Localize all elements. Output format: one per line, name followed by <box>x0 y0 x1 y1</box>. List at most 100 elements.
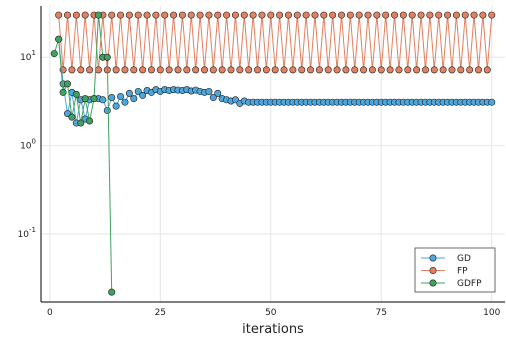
data-point-fp <box>227 66 235 74</box>
data-point-fp <box>426 11 434 19</box>
data-point-fp <box>298 66 306 74</box>
data-point-fp <box>364 11 372 19</box>
x-axis-label: iterations <box>242 322 304 337</box>
data-point-fp <box>320 11 328 19</box>
data-point-fp <box>373 11 381 19</box>
data-point-gd <box>112 102 120 110</box>
data-point-fp <box>254 66 262 74</box>
data-point-fp <box>156 66 164 74</box>
data-point-fp <box>94 66 102 74</box>
series-layer <box>50 11 496 296</box>
data-point-fp <box>201 66 209 74</box>
data-point-gd <box>121 98 129 106</box>
data-point-fp <box>165 66 173 74</box>
data-point-gd <box>214 89 222 97</box>
data-point-fp <box>382 11 390 19</box>
data-point-fp <box>488 11 496 19</box>
data-point-gdfp <box>103 53 111 61</box>
data-point-fp <box>108 11 116 19</box>
data-point-fp <box>68 66 76 74</box>
data-point-fp <box>413 66 421 74</box>
series-fp <box>55 11 496 74</box>
y-tick-label: 10-1 <box>18 226 36 240</box>
data-point-fp <box>435 11 443 19</box>
data-point-fp <box>293 11 301 19</box>
data-point-fp <box>262 66 270 74</box>
x-tick-label: 25 <box>155 308 166 318</box>
data-point-gdfp <box>86 117 94 125</box>
data-point-fp <box>183 66 191 74</box>
data-point-gdfp <box>72 90 80 98</box>
data-point-gd <box>209 94 217 102</box>
data-point-fp <box>337 11 345 19</box>
data-point-fp <box>134 11 142 19</box>
data-point-fp <box>214 11 222 19</box>
y-tick-labels: 10-1 100 101 <box>18 49 36 240</box>
y-tick-label: 101 <box>20 49 36 63</box>
data-point-fp <box>112 66 120 74</box>
data-point-fp <box>267 11 275 19</box>
data-point-fp <box>192 66 200 74</box>
data-point-fp <box>329 11 337 19</box>
data-point-gd <box>205 87 213 95</box>
data-point-fp <box>196 11 204 19</box>
data-point-fp <box>249 11 257 19</box>
data-point-fp <box>121 66 129 74</box>
data-point-fp <box>147 66 155 74</box>
x-tick-label: 100 <box>483 308 500 318</box>
data-point-gdfp <box>90 95 98 103</box>
data-point-fp <box>280 66 288 74</box>
data-point-fp <box>271 66 279 74</box>
x-tick-labels: 0 25 50 75 100 <box>47 308 501 318</box>
data-point-gdfp <box>50 50 58 58</box>
data-point-fp <box>170 11 178 19</box>
data-point-fp <box>395 66 403 74</box>
data-point-fp <box>174 66 182 74</box>
data-point-fp <box>439 66 447 74</box>
data-point-gd <box>103 106 111 114</box>
data-point-fp <box>311 11 319 19</box>
legend-marker-gd <box>429 254 437 262</box>
data-point-fp <box>333 66 341 74</box>
data-point-fp <box>315 66 323 74</box>
data-point-gdfp <box>68 113 76 121</box>
data-point-fp <box>187 11 195 19</box>
data-point-fp <box>218 66 226 74</box>
data-point-fp <box>404 66 412 74</box>
data-point-fp <box>452 11 460 19</box>
data-point-fp <box>417 11 425 19</box>
data-point-fp <box>139 66 147 74</box>
x-tick-label: 75 <box>376 308 387 318</box>
data-point-fp <box>231 11 239 19</box>
data-point-gdfp <box>59 88 67 96</box>
data-point-fp <box>483 66 491 74</box>
legend-marker-fp <box>429 266 437 274</box>
data-point-fp <box>386 66 394 74</box>
x-tick-label: 0 <box>47 308 53 318</box>
data-point-fp <box>125 11 133 19</box>
data-point-fp <box>258 11 266 19</box>
data-point-gdfp <box>64 80 72 88</box>
data-point-gd <box>139 91 147 99</box>
data-point-fp <box>351 66 359 74</box>
series-fp-line <box>58 15 493 70</box>
data-point-fp <box>117 11 125 19</box>
data-point-fp <box>223 11 231 19</box>
data-point-fp <box>302 11 310 19</box>
data-point-fp <box>448 66 456 74</box>
data-point-fp <box>86 66 94 74</box>
axes <box>40 6 505 303</box>
data-point-fp <box>479 11 487 19</box>
data-point-fp <box>466 66 474 74</box>
data-point-fp <box>346 11 354 19</box>
data-point-gd <box>488 98 496 106</box>
data-point-fp <box>81 11 89 19</box>
data-point-fp <box>430 66 438 74</box>
data-point-fp <box>360 66 368 74</box>
data-point-fp <box>355 11 363 19</box>
legend-marker-gdfp <box>429 279 437 287</box>
legend-label-fp: FP <box>457 267 468 277</box>
data-point-fp <box>474 66 482 74</box>
y-tick-label: 100 <box>20 138 36 152</box>
